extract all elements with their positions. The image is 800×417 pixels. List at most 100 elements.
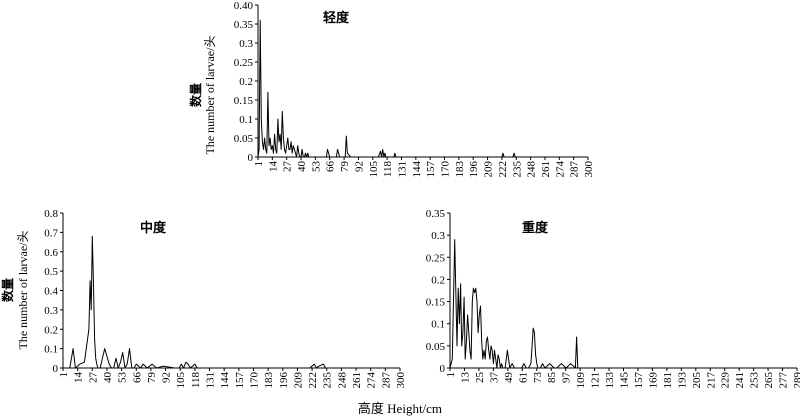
- x-tick-label: 229: [720, 372, 732, 389]
- y-tick-label: 0.4: [44, 286, 58, 298]
- y-axis-label-en: The number of larvae/头: [16, 231, 30, 350]
- x-tick-label: 289: [792, 372, 800, 389]
- x-tick-label: 248: [526, 161, 538, 178]
- y-tick-label: 0.6: [44, 247, 58, 259]
- x-tick-label: 1: [58, 372, 70, 378]
- chart-panel-3: 0 0.05 0.1 0.15 0.2 0.25 0.3 0.35 1 13 25 37 49 61 73 8…: [426, 208, 800, 389]
- x-tick-label: 157: [425, 161, 437, 178]
- y-tick-label: 0.25: [234, 57, 254, 69]
- x-tick-label: 73: [532, 372, 544, 384]
- y-tick-label: 0.25: [426, 252, 446, 264]
- x-tick-label: 109: [575, 372, 587, 389]
- x-tick-label: 118: [382, 161, 394, 178]
- x-tick-label: 209: [292, 372, 304, 389]
- x-tick-label: 235: [322, 372, 334, 389]
- chart-title: 轻度: [323, 10, 350, 25]
- x-tick-label: 40: [102, 372, 114, 384]
- x-tick-label: 105: [368, 161, 380, 178]
- x-tick-label: 40: [296, 161, 308, 173]
- x-tick-label: 157: [234, 372, 246, 389]
- x-tick-label: 274: [366, 372, 378, 389]
- x-tick-label: 97: [561, 372, 573, 384]
- x-tick-label: 170: [248, 372, 260, 389]
- y-tick-label: 0: [440, 363, 446, 375]
- x-tick-label: 183: [454, 161, 466, 178]
- x-tick-label: 49: [503, 372, 515, 384]
- x-tick-label: 1: [253, 161, 265, 167]
- x-tick-label: 144: [411, 161, 423, 178]
- x-tick-label: 131: [396, 161, 408, 178]
- x-tick-label: 131: [205, 372, 217, 389]
- y-tick-label: 0.2: [431, 274, 445, 286]
- x-tick-label: 1: [445, 372, 457, 378]
- data-series-line-1: [63, 235, 400, 369]
- y-tick-label: 0.8: [44, 208, 58, 220]
- x-tick-label: 169: [647, 372, 659, 389]
- y-tick-label: 0.3: [44, 305, 58, 317]
- x-tick-label: 79: [146, 372, 158, 384]
- x-tick-label: 209: [483, 161, 495, 178]
- chart-title: 中度: [140, 220, 167, 235]
- x-tick-label: 261: [540, 161, 552, 178]
- y-tick-label: 0.40: [234, 0, 254, 12]
- x-tick-label: 183: [263, 372, 275, 389]
- x-tick-label: 253: [749, 372, 761, 389]
- x-tick-label: 193: [676, 372, 688, 389]
- y-tick-label: 0.2: [239, 76, 253, 88]
- x-axis-label: 高度 Height/cm: [357, 401, 443, 416]
- x-tick-label: 53: [117, 372, 129, 384]
- y-tick-label: 0.1: [431, 319, 445, 331]
- y-tick-label: 0: [53, 363, 59, 375]
- x-tick-label: 27: [282, 161, 294, 173]
- x-tick-label: 274: [554, 161, 566, 178]
- y-tick-label: 0.1: [239, 114, 253, 126]
- y-tick-label: 0.15: [426, 297, 446, 309]
- x-tick-label: 61: [517, 372, 529, 383]
- x-tick-label: 241: [734, 372, 746, 389]
- x-tick-label: 205: [691, 372, 703, 389]
- x-tick-label: 85: [546, 372, 558, 384]
- y-tick-label: 0.3: [431, 230, 445, 242]
- y-tick-label: 0.1: [44, 344, 58, 356]
- x-tick-label: 157: [633, 372, 645, 389]
- data-series-line-1: [257, 19, 588, 158]
- chart-title: 重度: [522, 220, 549, 235]
- x-tick-label: 300: [583, 161, 595, 178]
- x-tick-label: 170: [440, 161, 452, 178]
- y-tick-label: 0.05: [426, 341, 446, 353]
- x-tick-label: 105: [175, 372, 187, 389]
- x-tick-label: 248: [336, 372, 348, 389]
- x-tick-label: 25: [474, 372, 486, 384]
- x-tick-label: 145: [619, 372, 631, 389]
- x-tick-label: 79: [339, 161, 351, 173]
- x-tick-label: 133: [604, 372, 616, 389]
- x-tick-label: 181: [662, 372, 674, 389]
- x-tick-label: 121: [590, 372, 602, 389]
- y-axis-label-cn: 数量: [0, 278, 15, 302]
- x-tick-label: 196: [278, 372, 290, 389]
- y-tick-label: 0.35: [234, 19, 254, 31]
- x-tick-label: 217: [705, 372, 717, 389]
- x-tick-label: 37: [488, 372, 500, 384]
- x-tick-label: 144: [219, 372, 231, 389]
- y-tick-label: 0.35: [426, 208, 446, 220]
- y-tick-label: 0: [248, 152, 254, 164]
- x-tick-label: 14: [73, 372, 85, 384]
- x-tick-label: 300: [395, 372, 407, 389]
- x-tick-label: 196: [468, 161, 480, 178]
- x-tick-label: 66: [325, 161, 337, 173]
- x-tick-label: 287: [380, 372, 392, 389]
- y-tick-label: 0.2: [44, 324, 58, 336]
- x-tick-label: 222: [307, 372, 319, 389]
- x-tick-label: 66: [131, 372, 143, 384]
- y-tick-label: 0.7: [44, 227, 58, 239]
- chart-panel-2: 0 0.1 0.2 0.3 0.4 0.5 0.6 0.7 0.8 1 14 27 40 53 66 79 92…: [0, 208, 407, 389]
- x-tick-label: 118: [190, 372, 202, 389]
- x-tick-label: 27: [87, 372, 99, 384]
- x-tick-label: 277: [778, 372, 790, 389]
- x-tick-label: 14: [267, 161, 279, 173]
- x-tick-label: 287: [569, 161, 581, 178]
- x-tick-label: 265: [763, 372, 775, 389]
